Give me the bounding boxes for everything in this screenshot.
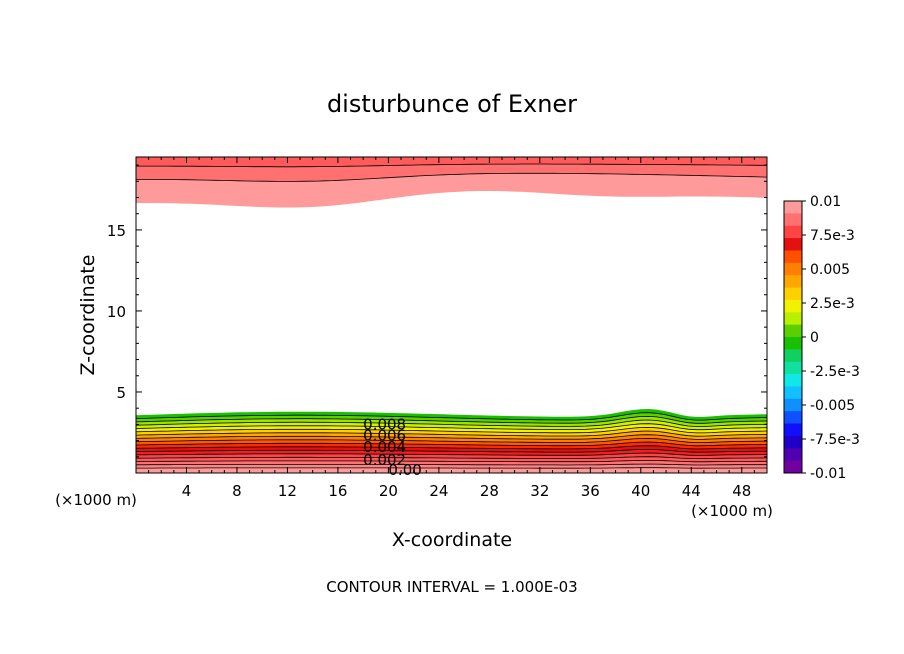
contour-line xyxy=(135,452,767,456)
x-tick-label: 48 xyxy=(732,482,751,500)
contour-line xyxy=(135,415,768,424)
contour-line xyxy=(135,460,767,463)
colorbar-swatch xyxy=(784,201,802,214)
contour-label: 0.004 xyxy=(363,438,406,456)
top-band xyxy=(136,157,767,167)
contour-line xyxy=(135,434,768,440)
colorbar-swatch xyxy=(784,423,802,437)
colorbar-swatch xyxy=(784,398,802,412)
colorbar-swatch xyxy=(784,262,802,276)
contour-interval-note: CONTOUR INTERVAL = 1.000E-03 xyxy=(326,578,577,596)
colorbar-label: -0.01 xyxy=(810,466,846,482)
colorbar-swatch xyxy=(784,361,802,375)
colorbar-label: 0.01 xyxy=(810,194,841,210)
x-tick-label: 40 xyxy=(631,482,650,500)
colorbar-swatch xyxy=(784,411,802,425)
colorbar-label: 2.5e-3 xyxy=(810,296,855,312)
x-tick-label: 4 xyxy=(182,482,192,500)
colorbar xyxy=(783,200,806,474)
colorbar-swatch xyxy=(784,250,802,264)
colorbar-swatch xyxy=(784,238,802,251)
contour-line xyxy=(136,172,768,182)
colorbar-swatch xyxy=(784,225,802,239)
contour-lines xyxy=(135,163,768,469)
x-tick-label: 12 xyxy=(278,482,297,500)
colorbar-swatch xyxy=(784,213,802,227)
contour-line xyxy=(135,441,768,447)
x-tick-labels: 4 8 12 16 20 24 28 32 36 40 44 48 xyxy=(182,482,752,500)
x-tick-label: 36 xyxy=(581,482,600,500)
colorbar-swatch xyxy=(784,287,802,301)
contour-line xyxy=(135,445,767,450)
x-tick-label: 28 xyxy=(480,482,499,500)
colorbar-swatch xyxy=(784,435,802,449)
contour-line xyxy=(135,430,768,437)
colorbar-swatch xyxy=(784,448,802,462)
contour-label: 0.006 xyxy=(363,427,406,445)
x-tick-label: 16 xyxy=(328,482,347,500)
x-tick-label: 20 xyxy=(379,482,398,500)
contour-fill xyxy=(136,157,767,473)
contour-line xyxy=(135,419,768,427)
contour-line xyxy=(136,463,767,466)
x-tick-label: 44 xyxy=(682,482,701,500)
contour-label: 0.008 xyxy=(363,415,406,433)
contour-line xyxy=(135,426,768,434)
contour-line xyxy=(135,437,768,444)
colorbar-label: 0.005 xyxy=(810,262,850,278)
colorbar-label: -7.5e-3 xyxy=(810,432,860,448)
contour-label: 0.00 xyxy=(388,461,421,479)
contour-label: 0.002 xyxy=(363,451,406,469)
chart-title: disturbunce of Exner xyxy=(327,90,577,118)
y-tick-labels: 5 10 15 xyxy=(107,222,126,402)
colorbar-swatch xyxy=(784,374,802,387)
colorbar-labels: 0.01 7.5e-3 0.005 2.5e-3 0 -2.5e-3 -0.005 -7.5e… xyxy=(810,194,860,482)
colorbar-swatch xyxy=(784,349,802,363)
x-tick-label: 32 xyxy=(530,482,549,500)
x-unit-right: (×1000 m) xyxy=(691,502,773,520)
y-tick-label: 10 xyxy=(107,303,126,321)
x-tick-label: 24 xyxy=(429,482,448,500)
colorbar-swatch xyxy=(784,337,802,350)
x-tick-label: 8 xyxy=(232,482,242,500)
y-tick-label: 5 xyxy=(116,384,126,402)
x-axis-label: X-coordinate xyxy=(392,529,512,551)
colorbar-swatch xyxy=(784,312,802,326)
colorbar-label: -0.005 xyxy=(810,398,855,414)
contour-line xyxy=(135,423,768,431)
contour-line xyxy=(136,163,767,168)
colorbar-swatch xyxy=(784,324,802,338)
colorbar-swatch xyxy=(784,275,802,289)
contour-line xyxy=(135,449,768,453)
contour-line xyxy=(136,467,767,469)
contour-line xyxy=(135,456,768,459)
x-unit-left: (×1000 m) xyxy=(55,491,137,509)
contour-line xyxy=(135,412,768,421)
y-axis-label: Z-coordinate xyxy=(77,255,99,376)
colorbar-swatch xyxy=(784,299,802,313)
colorbar-label: -2.5e-3 xyxy=(810,364,860,380)
colorbar-swatch xyxy=(784,386,802,400)
colorbar-swatch xyxy=(784,460,802,474)
y-tick-label: 15 xyxy=(107,222,126,240)
colorbar-label: 0 xyxy=(810,330,819,346)
colorbar-label: 7.5e-3 xyxy=(810,228,855,244)
axis-ticks xyxy=(135,157,768,474)
